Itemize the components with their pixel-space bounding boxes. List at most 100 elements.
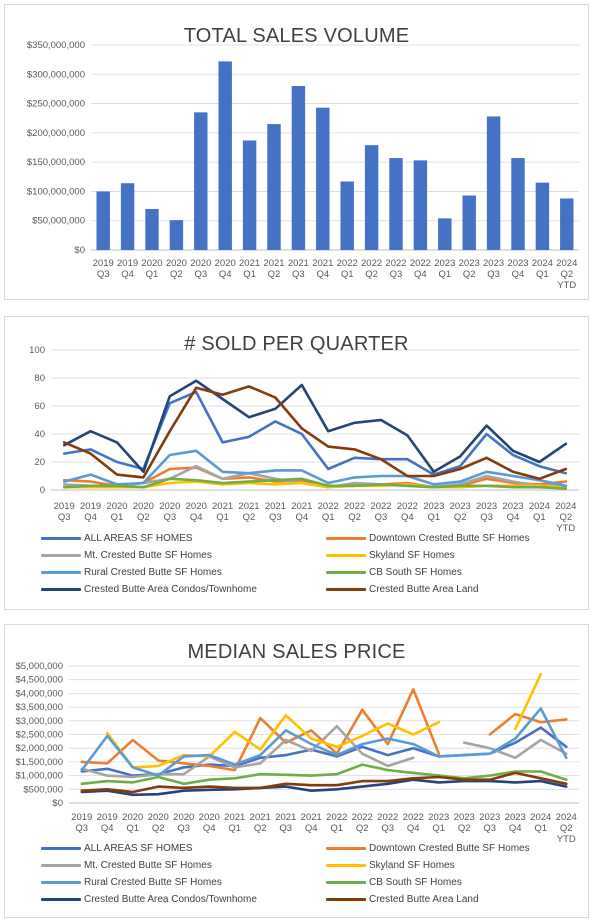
legend-swatch (41, 554, 81, 557)
bar (462, 195, 476, 250)
x-tick-label: Q1 (322, 512, 335, 523)
legend-item: Rural Crested Butte SF Homes (41, 875, 326, 890)
bar (316, 107, 330, 251)
x-tick-label: Q4 (101, 823, 114, 834)
x-tick-label: 2020 (159, 501, 180, 512)
legend-label: Crested Butte Area Land (369, 894, 479, 905)
x-tick-label: 2019 (54, 501, 75, 512)
total-sales-volume-chart: $0 $50,000,000 $100,000,000 $150,000,000 $20… (27, 40, 579, 291)
series-line (80, 688, 441, 772)
x-tick-label: 2024 (556, 812, 577, 823)
x-tick-label: 2021 (288, 258, 309, 269)
x-tick-label: 2020 (166, 258, 187, 269)
bar (145, 209, 159, 250)
x-tick-label: 2022 (326, 812, 347, 823)
x-tick-label: Q1 (228, 823, 241, 834)
y-tick-label: 0 (40, 485, 45, 496)
x-tick-label: 2023 (434, 258, 455, 269)
legend-item: CB South SF Homes (326, 565, 571, 580)
y-tick-label: $350,000,000 (27, 40, 85, 51)
x-tick-label: Q1 (536, 269, 549, 280)
x-tick-label: Q3 (375, 512, 388, 523)
x-tick-label: 2022 (397, 501, 418, 512)
y-tick-label: $50,000,000 (32, 216, 85, 227)
bar (438, 218, 452, 250)
legend-item: Downtown Crested Butte SF Homes (326, 841, 571, 856)
series-line (62, 385, 568, 481)
x-tick-label: Q3 (163, 512, 176, 523)
x-tick-label: 2020 (122, 812, 143, 823)
legend-label: CB South SF Homes (369, 567, 462, 578)
x-tick-label: 2023 (459, 258, 480, 269)
x-tick-label: 2020 (186, 501, 207, 512)
median-sales-price-panel: $0 $500,000 $1,000,000 $1,500,000 $2,000,000… (4, 624, 589, 918)
x-tick-label: 2021 (239, 258, 260, 269)
x-tick-label: 2019 (117, 258, 138, 269)
x-tick-label: Q2 (254, 823, 267, 834)
x-tick-label: Q1 (341, 269, 354, 280)
x-tick-label: Q3 (381, 823, 394, 834)
x-tick-label: Q2 (458, 823, 471, 834)
bar (511, 158, 525, 250)
x-tick-label: 2022 (361, 258, 382, 269)
x-tick-label: Q4 (84, 512, 97, 523)
x-tick-label: 2023 (483, 258, 504, 269)
y-tick-label: 40 (34, 429, 45, 440)
x-tick-label: Q1 (111, 512, 124, 523)
x-tick-label: Q1 (432, 823, 445, 834)
series-line (80, 778, 568, 797)
x-tick-label: 2021 (275, 812, 296, 823)
x-tick-label: 2024 (530, 812, 551, 823)
x-tick-label: 2022 (385, 258, 406, 269)
legend-swatch (41, 881, 81, 884)
series-line (80, 725, 415, 779)
series-line (488, 712, 568, 736)
x-tick-label: Q3 (483, 823, 496, 834)
series-line (62, 477, 568, 490)
x-tick-label: 2022 (344, 501, 365, 512)
x-tick-label: Q4 (509, 823, 522, 834)
x-tick-label: 2020 (148, 812, 169, 823)
legend-label: CB South SF Homes (369, 877, 462, 888)
bar (96, 191, 110, 250)
x-tick-label: Q1 (243, 269, 256, 280)
legend-swatch (326, 588, 366, 591)
x-tick-label: Q4 (305, 823, 318, 834)
legend-swatch (41, 571, 81, 574)
x-tick-label: 2022 (403, 812, 424, 823)
x-tick-label: Q4 (512, 269, 525, 280)
chart-legend: ALL AREAS SF HOMES Downtown Crested Butte… (41, 841, 571, 907)
x-tick-label: Q1 (126, 823, 139, 834)
legend-swatch (326, 571, 366, 574)
y-tick-label: $500,000 (23, 784, 63, 795)
x-tick-label: Q2 (365, 269, 378, 280)
sold-per-quarter-chart: 0204060801002019Q32019Q42020Q12020Q22020… (29, 345, 579, 534)
x-tick-label: 2023 (428, 812, 449, 823)
y-tick-label: $1,500,000 (15, 757, 63, 768)
x-tick-label: 2021 (238, 501, 259, 512)
legend-item: Rural Crested Butte SF Homes (41, 565, 326, 580)
sold-per-quarter-panel: 0 20 40 60 80 100 2019 Q3 2019 Q4 2020 Q1 2020 Q2 2020… (4, 316, 589, 610)
bar (267, 124, 281, 250)
series-line (80, 707, 568, 777)
x-tick-label: Q2 (560, 269, 573, 280)
legend-item: ALL AREAS SF HOMES (41, 841, 326, 856)
x-tick-label: Q2 (170, 269, 183, 280)
x-tick-label: 2023 (454, 812, 475, 823)
x-tick-label: Q1 (330, 823, 343, 834)
x-tick-label: 2019 (80, 501, 101, 512)
series-line (80, 771, 568, 794)
y-tick-label: $300,000,000 (27, 69, 85, 80)
x-tick-label: 2021 (312, 258, 333, 269)
legend-swatch (41, 847, 81, 850)
legend-label: ALL AREAS SF HOMES (84, 533, 193, 544)
legend-item: ALL AREAS SF HOMES (41, 531, 326, 546)
x-tick-label: Q4 (507, 512, 520, 523)
x-tick-label: 2021 (263, 258, 284, 269)
x-tick-label: Q3 (480, 512, 493, 523)
y-tick-label: $3,000,000 (15, 716, 63, 727)
x-tick-label: 2022 (370, 501, 391, 512)
y-tick-label: $100,000,000 (27, 186, 85, 197)
x-tick-label: Q2 (268, 269, 281, 280)
legend-swatch (41, 864, 81, 867)
